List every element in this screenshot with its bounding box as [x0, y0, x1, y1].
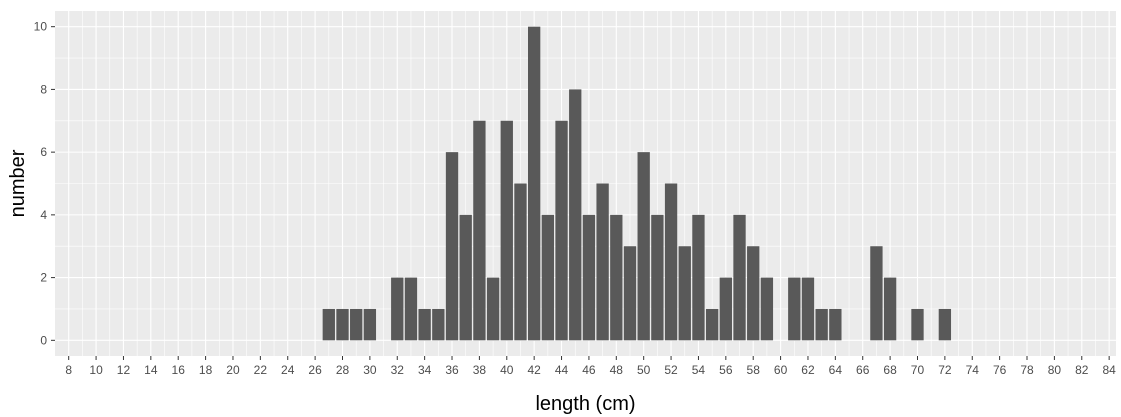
bar-40 — [500, 120, 513, 341]
x-tick-label: 12 — [117, 363, 131, 377]
y-tick-label: 4 — [40, 208, 47, 222]
bars — [322, 26, 952, 341]
x-tick-label: 28 — [336, 363, 350, 377]
x-tick-label: 20 — [226, 363, 240, 377]
x-tick-label: 84 — [1102, 363, 1116, 377]
bar-29 — [350, 308, 363, 341]
bar-62 — [801, 277, 815, 341]
bar-70 — [911, 308, 924, 341]
bar-35 — [432, 308, 445, 341]
bar-58 — [747, 246, 760, 341]
bar-44 — [555, 120, 568, 341]
x-tick-label: 48 — [610, 363, 624, 377]
bar-49 — [623, 246, 637, 341]
x-tick-label: 72 — [938, 363, 952, 377]
bar-67 — [870, 246, 883, 341]
bar-51 — [651, 214, 664, 341]
bar-55 — [705, 308, 719, 341]
x-tick-label: 64 — [829, 363, 843, 377]
bar-61 — [788, 277, 801, 341]
y-tick-label: 10 — [34, 20, 48, 34]
bar-63 — [815, 308, 828, 341]
x-tick-label: 10 — [89, 363, 103, 377]
y-axis-title: number — [7, 149, 29, 217]
x-tick-label: 38 — [473, 363, 487, 377]
bar-64 — [829, 308, 842, 341]
bar-43 — [541, 214, 555, 341]
bar-33 — [404, 277, 418, 341]
y-tick-label: 2 — [40, 271, 47, 285]
x-tick-label: 80 — [1048, 363, 1062, 377]
y-tick-label: 8 — [40, 82, 47, 96]
bar-52 — [664, 183, 678, 341]
x-tick-label: 40 — [500, 363, 514, 377]
bar-46 — [582, 214, 596, 341]
x-tick-label: 8 — [65, 363, 72, 377]
x-tick-label: 78 — [1020, 363, 1034, 377]
bar-37 — [459, 214, 472, 341]
x-tick-label: 76 — [993, 363, 1007, 377]
x-tick-label: 26 — [308, 363, 322, 377]
x-tick-label: 54 — [692, 363, 706, 377]
bar-48 — [610, 214, 623, 341]
bar-56 — [719, 277, 732, 341]
bar-42 — [528, 26, 541, 341]
bar-45 — [569, 89, 582, 341]
bar-36 — [445, 152, 459, 341]
x-tick-label: 18 — [199, 363, 213, 377]
bar-39 — [486, 277, 500, 341]
x-tick-label: 82 — [1075, 363, 1089, 377]
y-tick-label: 0 — [40, 333, 47, 347]
x-tick-label: 30 — [363, 363, 377, 377]
x-tick-label: 68 — [883, 363, 897, 377]
bar-28 — [336, 308, 349, 341]
bar-38 — [473, 120, 486, 341]
x-tick-label: 36 — [445, 363, 459, 377]
x-axis: 8 10 12 14 16 18 20 22 24 26 28 30 32 34 36 38 40 42 44 46 4… — [65, 356, 1116, 377]
bar-72 — [938, 308, 952, 341]
x-tick-label: 46 — [582, 363, 596, 377]
x-tick-label: 74 — [966, 363, 980, 377]
x-tick-label: 22 — [254, 363, 268, 377]
x-tick-label: 60 — [774, 363, 788, 377]
x-tick-label: 66 — [856, 363, 870, 377]
x-tick-label: 42 — [527, 363, 541, 377]
y-tick-label: 6 — [40, 145, 47, 159]
bar-30 — [363, 308, 377, 341]
bar-54 — [692, 214, 705, 341]
y-axis: 0 2 4 6 8 10 — [34, 20, 55, 347]
bar-41 — [514, 183, 527, 341]
x-tick-label: 50 — [637, 363, 651, 377]
bar-68 — [883, 277, 897, 341]
x-tick-label: 34 — [418, 363, 432, 377]
x-axis-title: length (cm) — [535, 393, 635, 415]
x-tick-label: 16 — [172, 363, 186, 377]
x-tick-label: 56 — [719, 363, 733, 377]
bar-53 — [678, 246, 691, 341]
x-tick-label: 44 — [555, 363, 569, 377]
x-tick-label: 58 — [747, 363, 761, 377]
bar-59 — [760, 277, 774, 341]
bar-47 — [596, 183, 609, 341]
bar-32 — [391, 277, 404, 341]
x-tick-label: 62 — [801, 363, 815, 377]
x-tick-label: 32 — [391, 363, 405, 377]
x-tick-label: 14 — [144, 363, 158, 377]
bar-50 — [637, 152, 650, 341]
bar-57 — [733, 214, 746, 341]
x-tick-label: 52 — [664, 363, 678, 377]
x-tick-label: 70 — [911, 363, 925, 377]
bar-27 — [322, 308, 335, 341]
x-tick-label: 24 — [281, 363, 295, 377]
bar-34 — [418, 308, 431, 341]
